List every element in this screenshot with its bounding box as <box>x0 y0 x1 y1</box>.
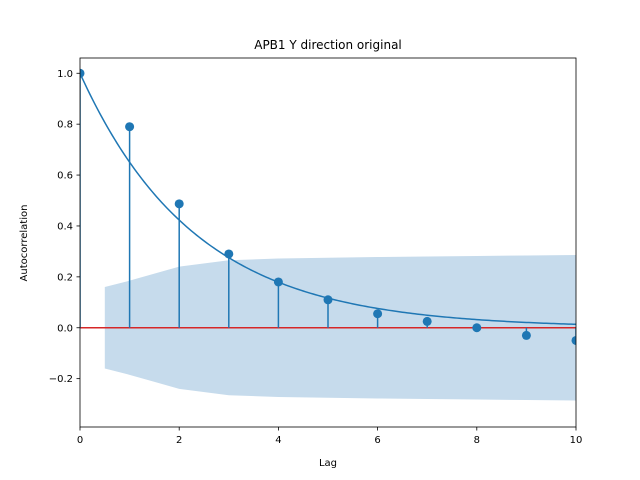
x-tick-label: 8 <box>474 435 480 446</box>
y-tick-label: 0.4 <box>57 221 73 232</box>
data-point <box>273 277 283 287</box>
data-point <box>224 249 234 259</box>
y-tick-label: 0.2 <box>57 272 73 283</box>
x-axis-label: Lag <box>319 458 337 469</box>
x-tick-label: 4 <box>275 435 281 446</box>
data-point <box>373 309 383 319</box>
y-tick-label: 0.0 <box>57 323 73 334</box>
y-tick-label: −0.2 <box>49 374 73 385</box>
y-axis-label: Autocorrelation <box>19 205 30 282</box>
data-point <box>521 330 531 340</box>
plot-content <box>80 68 576 401</box>
plot-area <box>80 68 576 401</box>
x-tick-label: 6 <box>374 435 380 446</box>
data-point <box>571 335 576 345</box>
x-tick-label: 10 <box>570 435 583 446</box>
data-point <box>472 323 482 333</box>
data-point <box>174 199 184 209</box>
x-tick-label: 0 <box>77 435 83 446</box>
y-tick-label: 0.8 <box>57 120 73 131</box>
x-tick-label: 2 <box>176 435 182 446</box>
chart-title: APB1 Y direction original <box>254 38 402 52</box>
data-point <box>422 316 432 326</box>
axes: 0 2 4 6 8 10 −0.2 0.0 0.2 0.4 0.6 0.8 1.0 <box>49 57 583 446</box>
data-point <box>323 295 333 305</box>
y-tick-label: 1.0 <box>57 69 73 80</box>
axes-frame <box>79 57 577 428</box>
data-point <box>125 122 135 132</box>
y-tick-label: 0.6 <box>57 171 73 182</box>
data-point <box>80 68 85 78</box>
